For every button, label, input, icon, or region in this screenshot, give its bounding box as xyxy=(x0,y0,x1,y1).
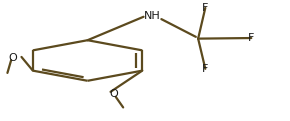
Text: O: O xyxy=(109,89,118,99)
Text: NH: NH xyxy=(144,11,161,21)
Text: F: F xyxy=(248,33,254,43)
Text: F: F xyxy=(202,3,209,13)
Text: O: O xyxy=(8,53,17,63)
Text: F: F xyxy=(202,64,209,74)
